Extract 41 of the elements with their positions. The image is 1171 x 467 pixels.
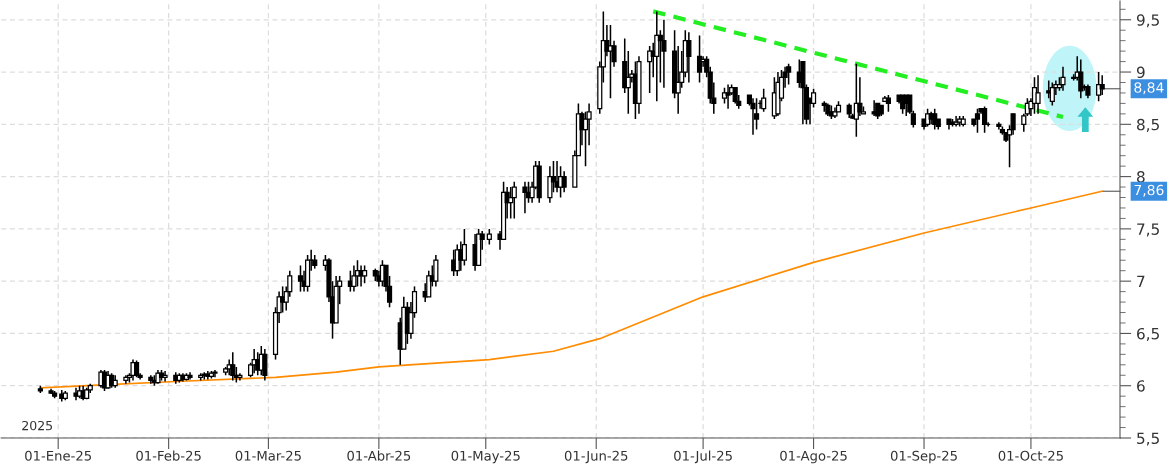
- x-tick-label: 01-Feb-25: [136, 450, 201, 461]
- x-tick-label: 01-Mar-25: [235, 450, 301, 461]
- x-tick-label: 01-May-25: [451, 450, 520, 464]
- y-tick-label: 5,5: [1137, 432, 1159, 446]
- x-tick-label: 01-Oct-25: [998, 450, 1063, 461]
- candlestick: [786, 62, 792, 86]
- candlestick: [1096, 71, 1102, 103]
- candlestick: [675, 45, 681, 115]
- candlestick: [508, 186, 514, 220]
- x-tick-label: 01-Ago-25: [780, 450, 847, 464]
- candlestick: [1099, 74, 1105, 96]
- y-tick-label: 8: [1137, 171, 1145, 183]
- x-tick-label: 01-Abr-25: [347, 450, 411, 461]
- candlestick: [1049, 81, 1055, 107]
- candlestick: [750, 97, 756, 136]
- y-tick-label: 7,5: [1137, 223, 1159, 237]
- candlestick: [647, 45, 653, 94]
- candlestick: [426, 269, 432, 298]
- x-tick-label: 01-Sep-25: [890, 450, 957, 464]
- y-tick-label: 6: [1137, 380, 1145, 392]
- candlestick: [996, 121, 1002, 131]
- y-tick-label: 7: [1137, 275, 1145, 287]
- candlestick: [661, 18, 667, 89]
- y-tick-label: 8,5: [1137, 118, 1159, 132]
- y-tick-label: 6,5: [1137, 327, 1159, 342]
- candlestick: [761, 88, 767, 113]
- candlestick: [262, 348, 268, 382]
- candlestick: [561, 170, 567, 194]
- x-tick-label: 01-Jul-25: [674, 450, 732, 464]
- ref-line-label: 8,84: [1134, 82, 1164, 95]
- candlestick: [810, 88, 817, 109]
- candlestick: [1046, 79, 1052, 99]
- y-tick-label: 9,5: [1136, 14, 1159, 28]
- x-tick-label: 01-Ene-25: [25, 450, 91, 461]
- annotation: 2025: [22, 420, 53, 431]
- candlestick: [351, 264, 357, 293]
- candlestick: [433, 254, 439, 288]
- candlestick: [461, 228, 467, 267]
- x-tick-label: 01-Jun-25: [564, 450, 628, 464]
- ref-line-label: 7,86: [1134, 184, 1164, 197]
- y-tick-label: 9: [1136, 66, 1145, 79]
